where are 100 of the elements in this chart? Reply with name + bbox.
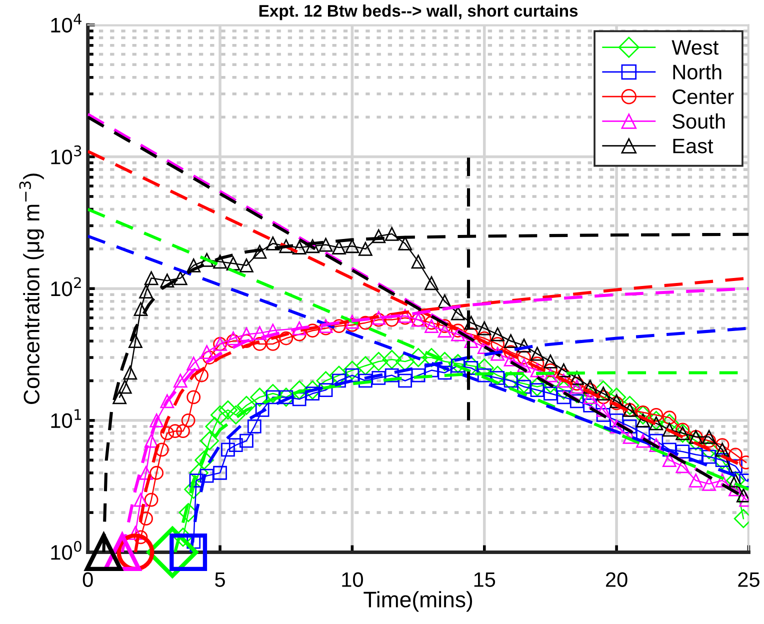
point <box>530 363 544 378</box>
point <box>144 492 158 507</box>
x-tick-label: 0 <box>82 572 93 587</box>
point <box>228 438 243 452</box>
x-tick-label: 20 <box>606 572 628 587</box>
point <box>252 326 267 340</box>
point <box>490 346 505 361</box>
point <box>715 438 730 452</box>
point <box>128 526 142 540</box>
point <box>596 403 610 417</box>
point <box>736 488 749 502</box>
point <box>396 352 415 372</box>
point <box>686 431 706 450</box>
point <box>702 476 716 491</box>
point <box>554 380 574 400</box>
point <box>464 316 478 330</box>
point <box>622 420 637 434</box>
point <box>728 482 742 496</box>
point <box>544 363 558 378</box>
y-axis-title: Concentration (μg m$^{−3}$) <box>19 174 44 404</box>
point <box>189 463 208 482</box>
point <box>728 448 742 462</box>
point <box>160 426 174 440</box>
y-tick-label: 10$^{3}$ <box>51 145 82 164</box>
point <box>252 244 267 259</box>
point <box>384 312 399 327</box>
point <box>715 442 730 457</box>
point <box>688 474 703 488</box>
point <box>411 254 426 269</box>
point <box>173 528 193 547</box>
point <box>290 380 309 400</box>
point <box>118 380 132 394</box>
point <box>728 459 742 474</box>
legend-label: South <box>672 113 725 129</box>
point <box>210 405 230 424</box>
point <box>221 442 235 457</box>
point <box>134 530 148 544</box>
point <box>372 371 386 385</box>
point <box>226 405 246 424</box>
point <box>150 413 164 428</box>
point <box>477 321 492 336</box>
point <box>173 271 188 286</box>
point <box>408 348 428 368</box>
point <box>134 302 148 316</box>
x-tick-label: 15 <box>474 572 496 587</box>
point <box>292 240 306 254</box>
point <box>189 474 204 488</box>
point <box>205 416 224 436</box>
point <box>490 327 505 342</box>
point <box>514 374 534 394</box>
point <box>139 466 153 480</box>
point <box>450 324 465 338</box>
point <box>240 258 254 272</box>
x-tick-label: 5 <box>215 572 225 587</box>
y-tick-label: 10$^{1}$ <box>51 409 81 428</box>
point <box>438 324 452 338</box>
point <box>556 363 571 378</box>
point <box>570 371 584 385</box>
point <box>181 413 196 428</box>
point <box>540 374 560 394</box>
point <box>332 240 346 254</box>
point <box>200 252 214 267</box>
point <box>369 352 388 372</box>
point <box>318 319 333 333</box>
point <box>438 319 452 333</box>
point <box>384 226 399 241</box>
point <box>517 350 531 364</box>
point <box>329 366 349 385</box>
point <box>266 236 280 250</box>
point <box>398 374 412 388</box>
point <box>583 380 598 394</box>
point <box>202 350 216 364</box>
point <box>266 337 280 351</box>
point <box>240 434 254 448</box>
point <box>128 334 142 348</box>
point <box>504 334 518 348</box>
point <box>676 459 690 474</box>
point <box>662 453 676 468</box>
point <box>306 239 320 254</box>
x-tick-label: 10 <box>342 572 363 587</box>
point <box>292 321 306 336</box>
point <box>610 420 624 434</box>
point <box>342 360 362 380</box>
legend-label: East <box>673 138 714 154</box>
point <box>700 440 719 460</box>
point <box>448 354 468 374</box>
y-tick-label: 10$^{2}$ <box>51 277 81 296</box>
point <box>517 358 531 373</box>
point <box>358 316 372 330</box>
point <box>594 380 613 400</box>
point <box>411 368 426 382</box>
point <box>676 444 690 459</box>
point <box>218 400 238 420</box>
legend-label: West <box>672 40 719 55</box>
point <box>438 366 452 380</box>
point <box>236 396 256 415</box>
legend-label: North <box>673 64 722 80</box>
point <box>240 327 254 342</box>
point <box>596 390 610 404</box>
point <box>688 448 703 462</box>
